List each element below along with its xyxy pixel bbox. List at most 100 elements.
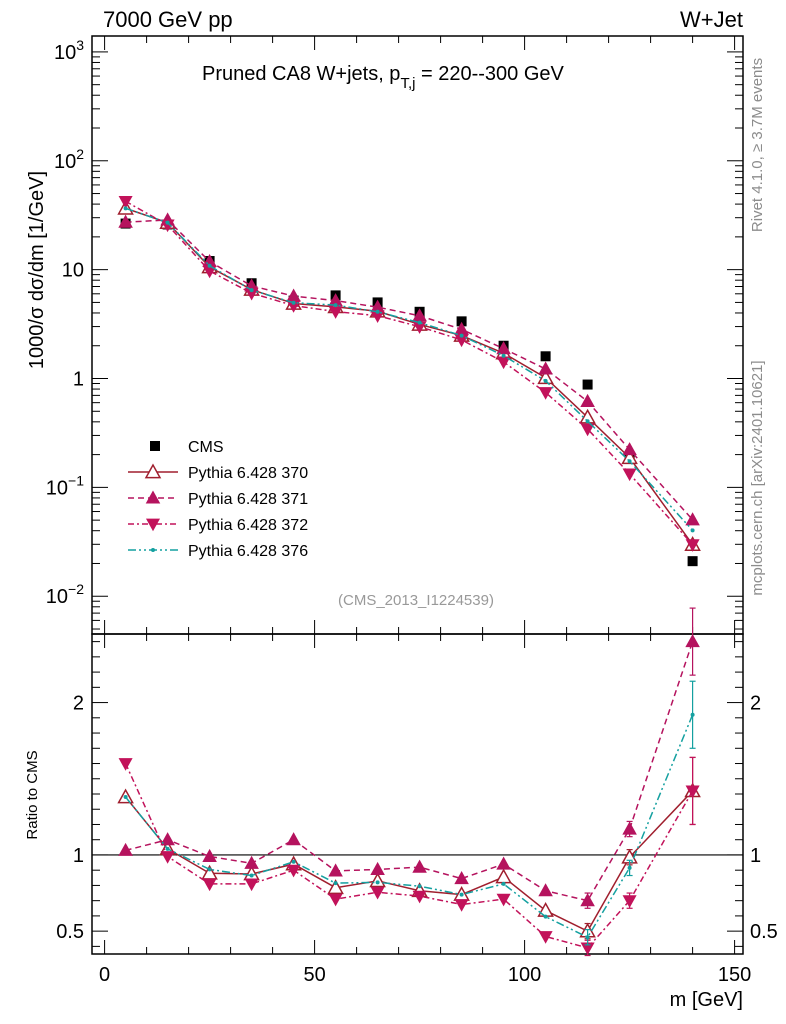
series-point [291, 859, 296, 864]
x-tick-label: 50 [303, 964, 325, 986]
series-point [118, 842, 133, 856]
chart-title-main: Pruned CA8 W+jets, p [202, 63, 400, 85]
series-point [585, 419, 590, 424]
series-point [538, 387, 553, 400]
series-point [370, 886, 385, 900]
series-point [118, 214, 133, 228]
ratio-y-tick-label: 0.5 [56, 921, 84, 943]
main-series-layer [117, 195, 701, 567]
y-tick-label-base: 10 [54, 151, 76, 173]
series-point [496, 856, 511, 870]
series-point [685, 512, 700, 526]
series-point [249, 873, 254, 878]
series-point [580, 393, 595, 407]
series-point [369, 872, 386, 888]
series-line-ratio [125, 790, 694, 933]
legend-label: Pythia 6.428 376 [188, 543, 308, 560]
header-right: W+Jet [680, 7, 743, 32]
y-tick-label: 103 [54, 37, 84, 64]
series-point [690, 712, 695, 717]
ratio-y-tick-label: 1 [73, 845, 84, 867]
series-point [543, 914, 548, 919]
chart-title: Pruned CA8 W+jets, pT,j = 220--300 GeV [202, 63, 565, 92]
series-point [496, 341, 511, 355]
series-line-main [125, 207, 694, 546]
series-point [375, 309, 380, 314]
ratio-y-tick-label-right: 1 [750, 845, 761, 867]
series-point [622, 442, 637, 456]
series-point [685, 539, 700, 552]
x-tick-label: 150 [718, 964, 751, 986]
header-left: 7000 GeV pp [103, 7, 233, 32]
series-point [333, 881, 338, 886]
y-tick-label: 10−2 [46, 581, 84, 608]
series-point [585, 935, 590, 940]
x-tick-label: 100 [508, 964, 541, 986]
series-line-ratio [125, 641, 694, 902]
series-point [501, 353, 506, 358]
series-point [454, 899, 469, 912]
mcplots-label: mcplots.cern.ch [arXiv:2401.10621] [749, 360, 766, 595]
legend-label: CMS [188, 439, 224, 456]
series-point [244, 878, 259, 892]
data-point [582, 379, 593, 390]
series-point [417, 884, 422, 889]
series-point [207, 263, 212, 268]
series-point [412, 859, 427, 873]
ratio-y-tick-label-right: 2 [750, 693, 761, 715]
series-point [537, 369, 554, 385]
x-tick-label: 0 [99, 964, 110, 986]
y-axis-label-ratio: Ratio to CMS [24, 750, 41, 839]
series-point [328, 863, 343, 877]
series-point [538, 361, 553, 375]
x-axis-label: m [GeV] [670, 989, 743, 1011]
series-line-ratio [125, 714, 694, 939]
chart-title-sub: T,j [400, 75, 415, 92]
series-point [202, 878, 217, 892]
y-tick-label-exp: 3 [76, 37, 84, 53]
series-point [151, 548, 155, 552]
series-point [123, 795, 128, 800]
y-tick-label-base: 10 [46, 586, 68, 608]
data-point [456, 316, 467, 327]
data-point [150, 441, 160, 451]
series-line-ratio [124, 763, 694, 949]
series-point [685, 634, 700, 648]
series-point [202, 848, 217, 863]
data-point [540, 351, 551, 362]
series-point [459, 333, 464, 338]
series-point [145, 518, 161, 532]
series-point [496, 893, 511, 907]
data-point [687, 556, 698, 567]
series-point [543, 378, 548, 383]
series-point [118, 758, 133, 771]
series-point [501, 881, 506, 886]
series-point [160, 851, 175, 864]
series-point [286, 288, 301, 302]
legend-label: Pythia 6.428 372 [188, 517, 308, 534]
y-tick-label-base: 10 [46, 477, 68, 499]
series-point [621, 449, 638, 465]
y-tick-label: 10 [62, 260, 84, 282]
rivet-label: Rivet 4.1.0, ≥ 3.7M events [749, 58, 766, 232]
ratio-panel-frame [91, 633, 744, 955]
series-point [333, 303, 338, 308]
series-line-main [125, 200, 694, 546]
series-point [244, 855, 259, 869]
y-tick-label-base: 10 [54, 42, 76, 64]
series-point [627, 865, 632, 870]
legend: CMS Pythia 6.428 370 Pythia 6.428 371 Pythi… [128, 439, 308, 560]
series-point [622, 821, 637, 835]
series-point [417, 320, 422, 325]
series-point [690, 528, 695, 533]
series-point [622, 895, 637, 908]
series-point [370, 861, 385, 875]
ratio-y-tick-label-right: 0.5 [750, 921, 778, 943]
y-tick-label: 1 [73, 369, 84, 391]
legend-label: Pythia 6.428 371 [188, 491, 308, 508]
series-point [537, 902, 554, 917]
y-axis-label-main: 1000/σ dσ/dm [1/GeV] [26, 171, 48, 369]
series-point [495, 868, 512, 884]
